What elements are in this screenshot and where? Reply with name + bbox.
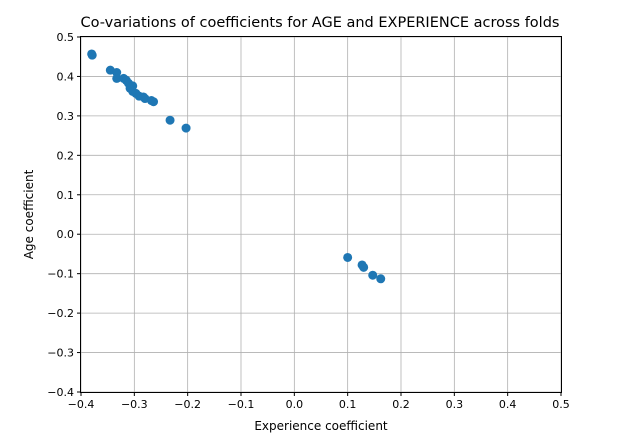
x-tick-label: −0.1 bbox=[228, 398, 255, 411]
data-points bbox=[87, 49, 386, 284]
x-tick-label: −0.3 bbox=[121, 398, 148, 411]
y-tick-label: 0.3 bbox=[57, 110, 75, 123]
x-tick-label: 0.5 bbox=[552, 398, 570, 411]
x-tick-label: 0.0 bbox=[286, 398, 304, 411]
y-tick-label: 0.4 bbox=[57, 70, 75, 83]
y-tick-label: 0.2 bbox=[57, 149, 75, 162]
scatter-point bbox=[165, 115, 175, 125]
y-tick-label: −0.2 bbox=[47, 307, 74, 320]
scatter-point bbox=[112, 73, 122, 83]
y-tick-label: 0.5 bbox=[57, 31, 75, 44]
x-tick-label: 0.2 bbox=[392, 398, 410, 411]
y-axis-label: Age coefficient bbox=[22, 169, 36, 259]
y-tick-label: −0.4 bbox=[47, 386, 74, 399]
scatter-point bbox=[343, 252, 353, 262]
scatter-point bbox=[359, 262, 369, 272]
scatter-point bbox=[87, 50, 97, 60]
scatter-point bbox=[149, 97, 159, 107]
x-tick-label: −0.2 bbox=[174, 398, 201, 411]
x-tick-label: −0.4 bbox=[68, 398, 95, 411]
x-tick-label: 0.4 bbox=[499, 398, 517, 411]
x-tick-label: 0.3 bbox=[446, 398, 464, 411]
y-tick-label: 0.0 bbox=[57, 228, 75, 241]
chart-title: Co-variations of coefficients for AGE an… bbox=[81, 15, 560, 31]
scatter-point bbox=[181, 123, 191, 133]
y-tick-label: −0.1 bbox=[47, 268, 74, 281]
grid-lines bbox=[80, 36, 562, 393]
y-tick-label: −0.3 bbox=[47, 347, 74, 360]
plot-frame bbox=[80, 36, 562, 393]
x-tick-label: 0.1 bbox=[339, 398, 357, 411]
scatter-point bbox=[376, 274, 386, 284]
y-tick-label: 0.1 bbox=[57, 189, 75, 202]
x-axis-label: Experience coefficient bbox=[254, 419, 388, 433]
scatter-point bbox=[368, 270, 378, 280]
